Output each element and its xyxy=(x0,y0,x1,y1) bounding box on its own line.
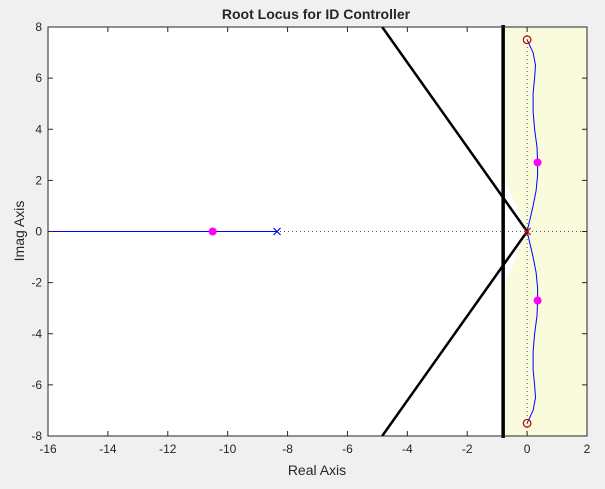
locus-branch-2 xyxy=(526,39,539,232)
pole-marker-2 xyxy=(523,227,532,236)
constraint-line-damping-2 xyxy=(381,230,529,437)
y-axis-label: Imag Axis xyxy=(11,201,27,262)
selected-pole-marker-3 xyxy=(533,296,542,305)
selected-pole-marker-2 xyxy=(533,158,542,167)
zero-marker-2 xyxy=(522,418,532,428)
zero-marker-1 xyxy=(522,35,532,45)
x-tick-label: -10 xyxy=(219,442,237,456)
y-tick-label: 8 xyxy=(35,20,42,34)
y-tick-label: 2 xyxy=(35,173,42,187)
x-tick-label: -16 xyxy=(39,442,57,456)
x-axis-label: Real Axis xyxy=(288,462,346,478)
x-tick-label: -6 xyxy=(342,442,353,456)
constraint-line-damping-1 xyxy=(381,26,529,233)
x-tick-label: 0 xyxy=(524,442,531,456)
pole-marker-1 xyxy=(273,227,281,236)
y-tick-label: -6 xyxy=(31,378,42,392)
y-tick-label: -2 xyxy=(31,276,42,290)
plot-area: -16 -14 -12 -10 -8 -6 -4 -2 0 2 -8 -6 -4 -2 0 2 4 6 8 xyxy=(31,20,590,456)
y-tick-label: 6 xyxy=(35,71,42,85)
y-tick-label: -4 xyxy=(31,327,42,341)
x-tick-label: -14 xyxy=(99,442,117,456)
y-tick-label: 4 xyxy=(35,122,42,136)
chart-title: Root Locus for ID Controller xyxy=(222,6,411,22)
locus-branch-3 xyxy=(526,231,539,424)
allowed-region xyxy=(503,27,587,436)
x-tick-label: -4 xyxy=(402,442,413,456)
x-tick-label: 2 xyxy=(584,442,591,456)
x-tick-label: -2 xyxy=(462,442,473,456)
x-tick-label: -8 xyxy=(282,442,293,456)
x-tick-label: -12 xyxy=(159,442,177,456)
y-tick-label: -8 xyxy=(31,429,42,443)
selected-pole-marker-1 xyxy=(208,227,217,236)
y-tick-label: 0 xyxy=(35,225,42,239)
